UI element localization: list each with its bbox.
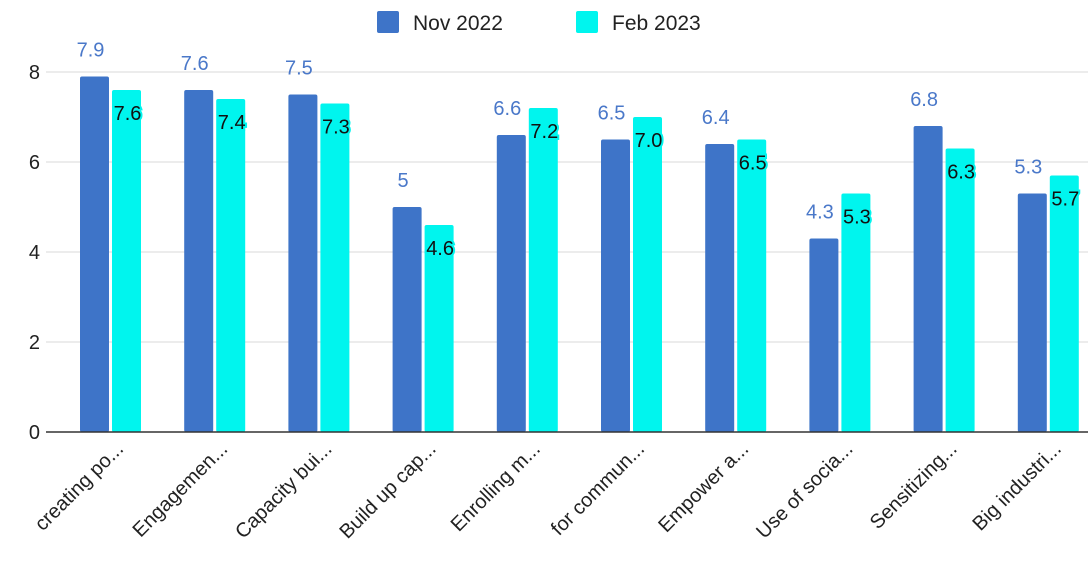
legend: Nov 2022 Feb 2023 — [377, 11, 701, 35]
y-tick-label: 8 — [29, 62, 40, 84]
bar-feb-2023 — [424, 225, 454, 432]
x-tick-label: Engagemen... — [129, 438, 233, 542]
data-label-nov-2022: 6.4 — [702, 107, 730, 129]
bar-feb-2023 — [528, 108, 558, 432]
y-tick-label: 0 — [29, 422, 40, 444]
data-label-nov-2022: 7.9 — [77, 40, 105, 62]
bar-feb-2023 — [945, 148, 975, 432]
bars-layer — [80, 76, 1079, 432]
x-tick-label: Enrolling m... — [447, 438, 545, 536]
bar-nov-2022 — [601, 139, 630, 432]
data-label-feb-2023: 7.4 — [218, 112, 246, 134]
y-tick-label: 4 — [29, 242, 40, 264]
data-label-nov-2022: 6.5 — [598, 103, 626, 125]
legend-label: Nov 2022 — [413, 12, 503, 35]
bar-nov-2022 — [705, 144, 735, 432]
bar-feb-2023 — [216, 99, 246, 432]
data-label-feb-2023: 4.6 — [426, 238, 454, 260]
x-tick-label: creating po... — [31, 438, 128, 535]
bar-nov-2022 — [288, 94, 318, 432]
data-label-nov-2022: 7.5 — [285, 58, 313, 80]
bar-feb-2023 — [112, 90, 141, 432]
data-label-feb-2023: 7.6 — [114, 103, 142, 125]
legend-label: Feb 2023 — [612, 12, 701, 35]
data-label-feb-2023: 7.0 — [635, 130, 663, 152]
data-label-nov-2022: 5 — [398, 170, 409, 192]
y-tick-label: 6 — [29, 152, 40, 174]
x-tick-label: Build up cap... — [335, 438, 440, 543]
data-label-feb-2023: 5.3 — [843, 207, 871, 229]
data-label-feb-2023: 6.3 — [947, 162, 975, 184]
bar-nov-2022 — [184, 90, 214, 432]
data-label-feb-2023: 7.3 — [322, 117, 350, 139]
x-tick-label: Capacity bui... — [231, 438, 336, 543]
data-label-nov-2022: 7.6 — [181, 53, 209, 75]
data-label-feb-2023: 7.2 — [530, 121, 558, 143]
data-label-nov-2022: 4.3 — [806, 202, 834, 224]
bar-nov-2022 — [913, 126, 943, 432]
data-label-nov-2022: 6.8 — [910, 89, 938, 111]
legend-swatch — [377, 11, 399, 33]
legend-swatch — [576, 11, 598, 33]
bar-feb-2023 — [737, 139, 767, 432]
x-tick-label: Empower a... — [654, 438, 753, 537]
bar-feb-2023 — [633, 117, 662, 432]
x-tick-label: Use of socia... — [752, 438, 857, 543]
data-label-feb-2023: 6.5 — [739, 153, 767, 175]
x-tick-label: for commun... — [547, 438, 649, 540]
bar-nov-2022 — [809, 238, 839, 432]
data-label-nov-2022: 6.6 — [493, 98, 521, 120]
bar-feb-2023 — [1049, 175, 1079, 432]
bar-nov-2022 — [80, 76, 109, 432]
data-label-nov-2022: 5.3 — [1014, 157, 1042, 179]
bar-nov-2022 — [1017, 193, 1047, 432]
x-tick-label: Sensitizing... — [866, 438, 962, 534]
x-tick-label: Big industri... — [969, 438, 1066, 535]
bar-feb-2023 — [320, 103, 350, 432]
data-labels-layer: 7.9 7.6 7.6 7.4 7.5 7.3 5 4.6 6.6 7.2 6.5 7.0 6.4 6.5… — [77, 40, 1082, 263]
bar-nov-2022 — [392, 207, 422, 432]
bar-feb-2023 — [841, 193, 871, 432]
y-tick-label: 2 — [29, 332, 40, 354]
bar-nov-2022 — [496, 135, 526, 432]
data-label-feb-2023: 5.7 — [1051, 189, 1079, 211]
